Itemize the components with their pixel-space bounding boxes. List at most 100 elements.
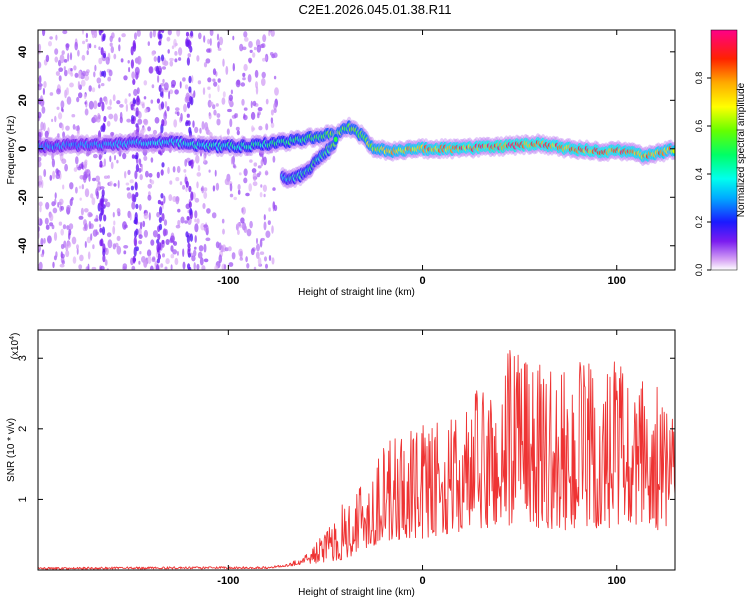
noise-speckle <box>42 30 46 37</box>
streak-speckle <box>101 226 106 236</box>
streak-speckle <box>134 216 138 225</box>
noise-speckle <box>175 224 181 229</box>
noise-speckle <box>182 261 186 270</box>
noise-speckle <box>121 33 126 38</box>
noise-speckle <box>253 46 257 51</box>
noise-speckle <box>40 253 44 258</box>
noise-speckle <box>145 170 149 178</box>
noise-speckle <box>252 172 257 182</box>
noise-speckle <box>192 120 195 128</box>
streak-speckle <box>130 59 134 69</box>
noise-speckle <box>230 89 233 95</box>
heatmap-ytick-label: 20 <box>17 94 29 106</box>
noise-speckle <box>66 225 70 230</box>
noise-speckle <box>61 123 64 131</box>
noise-speckle <box>138 167 142 173</box>
noise-speckle <box>94 64 97 72</box>
streak-speckle <box>161 119 165 127</box>
noise-speckle <box>235 126 240 131</box>
noise-speckle <box>148 212 151 221</box>
snr-series-line <box>38 349 675 570</box>
noise-speckle <box>167 49 170 54</box>
streak-speckle <box>134 230 138 238</box>
noise-speckle <box>165 258 170 265</box>
snr-ytick-label: 3 <box>17 355 29 361</box>
noise-speckle <box>80 79 86 87</box>
noise-speckle <box>243 31 248 38</box>
noise-speckle <box>147 255 152 264</box>
noise-speckle <box>61 50 65 55</box>
noise-speckle <box>38 175 43 182</box>
noise-speckle <box>109 42 113 47</box>
branch-blob-core <box>333 136 338 142</box>
noise-speckle <box>99 186 105 190</box>
noise-speckle <box>55 34 58 41</box>
noise-speckle <box>148 66 154 74</box>
noise-speckle <box>230 156 234 165</box>
noise-speckle <box>98 46 101 50</box>
streak-speckle <box>136 95 140 103</box>
noise-speckle <box>109 99 112 106</box>
noise-speckle <box>116 245 122 255</box>
noise-speckle <box>192 93 195 99</box>
noise-speckle <box>127 169 131 176</box>
noise-speckle <box>174 58 178 63</box>
noise-speckle <box>136 30 141 37</box>
noise-speckle <box>199 127 202 134</box>
noise-speckle <box>170 235 175 243</box>
streak-speckle <box>130 46 134 56</box>
noise-speckle <box>157 75 160 83</box>
noise-speckle <box>105 98 108 105</box>
snr-ytick-label: 1 <box>17 496 29 502</box>
noise-speckle <box>38 43 42 52</box>
streak-speckle <box>157 199 161 205</box>
streak-speckle <box>188 201 192 208</box>
noise-speckle <box>244 37 249 42</box>
noise-speckle <box>75 125 80 131</box>
noise-speckle <box>144 108 148 113</box>
noise-speckle <box>169 57 174 62</box>
noise-speckle <box>191 75 194 84</box>
noise-speckle <box>88 220 92 230</box>
noise-speckle <box>270 117 274 124</box>
noise-speckle <box>194 218 197 223</box>
noise-speckle <box>51 118 54 123</box>
noise-speckle <box>182 185 186 190</box>
streak-speckle <box>157 233 161 240</box>
noise-speckle <box>264 256 267 262</box>
noise-speckle <box>103 198 108 203</box>
noise-speckle <box>208 169 211 173</box>
noise-speckle <box>268 30 273 33</box>
noise-speckle <box>240 217 245 224</box>
streak-speckle <box>186 234 190 244</box>
noise-speckle <box>217 41 220 49</box>
noise-speckle <box>65 125 70 131</box>
streak-speckle <box>189 95 193 105</box>
noise-speckle <box>263 193 266 198</box>
noise-speckle <box>233 196 237 201</box>
noise-speckle <box>103 175 109 179</box>
noise-speckle <box>83 219 87 227</box>
noise-speckle <box>107 239 113 249</box>
noise-speckle <box>144 134 149 139</box>
noise-speckle <box>227 246 232 252</box>
noise-speckle <box>55 173 61 180</box>
noise-speckle <box>248 57 253 63</box>
heatmap-ylabel: Frequency (Hz) <box>6 116 17 185</box>
noise-speckle <box>176 30 181 37</box>
noise-speckle <box>150 239 155 246</box>
noise-speckle <box>206 48 211 53</box>
noise-speckle <box>83 94 87 99</box>
noise-speckle <box>150 157 154 163</box>
noise-speckle <box>163 195 166 204</box>
noise-speckle <box>211 212 217 219</box>
noise-speckle <box>108 113 114 120</box>
noise-speckle <box>141 103 145 109</box>
noise-speckle <box>95 175 100 182</box>
noise-speckle <box>122 152 127 160</box>
noise-speckle <box>52 207 58 214</box>
noise-speckle <box>69 82 74 88</box>
noise-speckle <box>51 152 54 161</box>
noise-speckle <box>79 197 82 201</box>
streak-speckle <box>130 103 134 111</box>
